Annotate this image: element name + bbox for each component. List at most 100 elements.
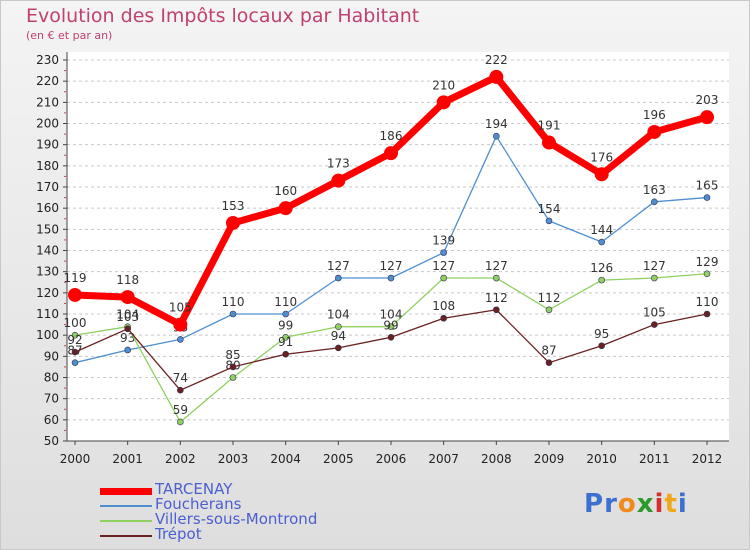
logo-letter: o — [617, 489, 637, 519]
data-label-Trépot: 74 — [173, 371, 188, 385]
data-point-TARCENAY — [384, 146, 398, 161]
data-point-Foucherans — [387, 274, 395, 282]
legend-swatch — [100, 535, 152, 537]
data-point-TARCENAY — [700, 110, 714, 125]
chart-subtitle: (en € et par an) — [26, 29, 113, 42]
y-tick-label: 120 — [36, 286, 59, 300]
data-point-TARCENAY — [436, 95, 451, 110]
data-point-Trépot — [545, 359, 553, 366]
x-tick-label: 2008 — [481, 452, 512, 466]
legend-swatch — [100, 487, 152, 495]
y-tick-label: 170 — [36, 180, 59, 194]
x-tick-label: 2006 — [376, 452, 407, 466]
data-label-Foucherans: 127 — [380, 259, 403, 273]
y-tick-label: 100 — [36, 328, 59, 342]
y-tick-label: 160 — [36, 201, 59, 215]
data-label-Trépot: 110 — [696, 295, 719, 309]
data-label-Foucherans: 110 — [222, 295, 245, 309]
legend-label: Trépot — [155, 525, 202, 543]
y-tick-label: 80 — [44, 371, 59, 385]
y-tick-label: 90 — [44, 349, 59, 363]
logo-letter: t — [664, 489, 678, 519]
data-point-Villers-sous-Montrond — [387, 323, 395, 331]
data-label-TARCENAY: 196 — [643, 108, 666, 122]
data-label-Villers-sous-Montrond: 127 — [643, 259, 666, 273]
data-point-Foucherans — [651, 198, 658, 206]
data-point-TARCENAY — [542, 135, 556, 150]
x-tick-label: 2005 — [323, 452, 354, 466]
data-point-Trépot — [598, 342, 605, 350]
data-label-Foucherans: 139 — [432, 234, 455, 248]
data-point-Villers-sous-Montrond — [440, 274, 447, 282]
data-label-TARCENAY: 176 — [590, 150, 613, 164]
data-label-TARCENAY: 160 — [274, 184, 297, 198]
data-point-Foucherans — [71, 359, 79, 366]
data-label-Villers-sous-Montrond: 104 — [116, 308, 139, 322]
y-tick-label: 130 — [36, 265, 59, 279]
logo-letter: i — [677, 489, 688, 519]
data-point-Foucherans — [703, 194, 711, 201]
y-tick-label: 220 — [36, 74, 59, 88]
logo-letter: r — [604, 489, 618, 519]
data-label-Foucherans: 163 — [643, 183, 666, 197]
data-point-Foucherans — [440, 249, 447, 256]
data-point-TARCENAY — [68, 287, 82, 302]
proxiti-logo: Proxiti — [584, 489, 688, 519]
data-point-Foucherans — [282, 310, 289, 318]
data-label-Foucherans: 154 — [538, 202, 561, 216]
data-point-Trépot — [229, 363, 237, 371]
data-label-Villers-sous-Montrond: 104 — [327, 308, 350, 322]
y-tick-label: 180 — [36, 159, 59, 173]
data-label-Trépot: 108 — [432, 299, 455, 313]
data-point-Foucherans — [229, 310, 237, 318]
data-label-Villers-sous-Montrond: 129 — [696, 255, 719, 269]
data-label-Trépot: 94 — [331, 329, 346, 343]
data-point-TARCENAY — [647, 124, 662, 139]
data-label-Trépot: 99 — [383, 318, 398, 332]
x-tick-label: 2011 — [639, 452, 670, 466]
data-point-Trépot — [177, 386, 184, 394]
data-label-Foucherans: 194 — [485, 117, 508, 131]
chart-title: Evolution des Impôts locaux par Habitant — [26, 5, 420, 27]
data-point-Trépot — [282, 350, 289, 358]
legend-label: Foucherans — [155, 495, 242, 513]
y-tick-label: 190 — [36, 138, 59, 152]
data-point-Foucherans — [545, 217, 553, 225]
data-point-Trépot — [387, 333, 395, 341]
data-label-TARCENAY: 153 — [222, 199, 245, 213]
data-label-Villers-sous-Montrond: 100 — [64, 316, 87, 330]
data-point-TARCENAY — [489, 69, 504, 84]
x-tick-label: 2000 — [60, 452, 91, 466]
data-point-Trépot — [703, 310, 711, 318]
data-point-Foucherans — [493, 132, 500, 140]
data-point-Villers-sous-Montrond — [71, 331, 79, 339]
data-point-Trépot — [124, 325, 131, 333]
data-label-Trépot: 112 — [485, 291, 508, 305]
data-point-Villers-sous-Montrond — [651, 274, 658, 282]
data-label-Foucherans: 165 — [696, 179, 719, 193]
data-label-Trépot: 87 — [541, 344, 556, 358]
data-point-TARCENAY — [331, 173, 346, 188]
data-point-Villers-sous-Montrond — [493, 274, 500, 282]
y-tick-label: 50 — [44, 434, 59, 448]
data-label-Villers-sous-Montrond: 127 — [485, 259, 508, 273]
y-tick-label: 70 — [44, 392, 59, 406]
x-tick-label: 2004 — [270, 452, 301, 466]
data-label-Foucherans: 110 — [274, 295, 297, 309]
data-point-Villers-sous-Montrond — [703, 270, 711, 278]
data-label-Villers-sous-Montrond: 104 — [380, 308, 403, 322]
data-label-TARCENAY: 203 — [696, 93, 719, 107]
logo-letter: P — [584, 489, 605, 519]
data-label-TARCENAY: 186 — [380, 129, 403, 143]
data-point-Trépot — [335, 344, 342, 352]
data-point-Villers-sous-Montrond — [177, 418, 184, 426]
data-label-TARCENAY: 119 — [64, 271, 87, 285]
data-label-TARCENAY: 118 — [116, 273, 139, 287]
x-tick-label: 2003 — [218, 452, 249, 466]
legend-swatch — [100, 505, 152, 507]
x-tick-label: 2002 — [165, 452, 196, 466]
legend-label: Villers-sous-Montrond — [155, 510, 318, 528]
x-tick-label: 2001 — [112, 452, 143, 466]
y-tick-label: 140 — [36, 244, 59, 258]
